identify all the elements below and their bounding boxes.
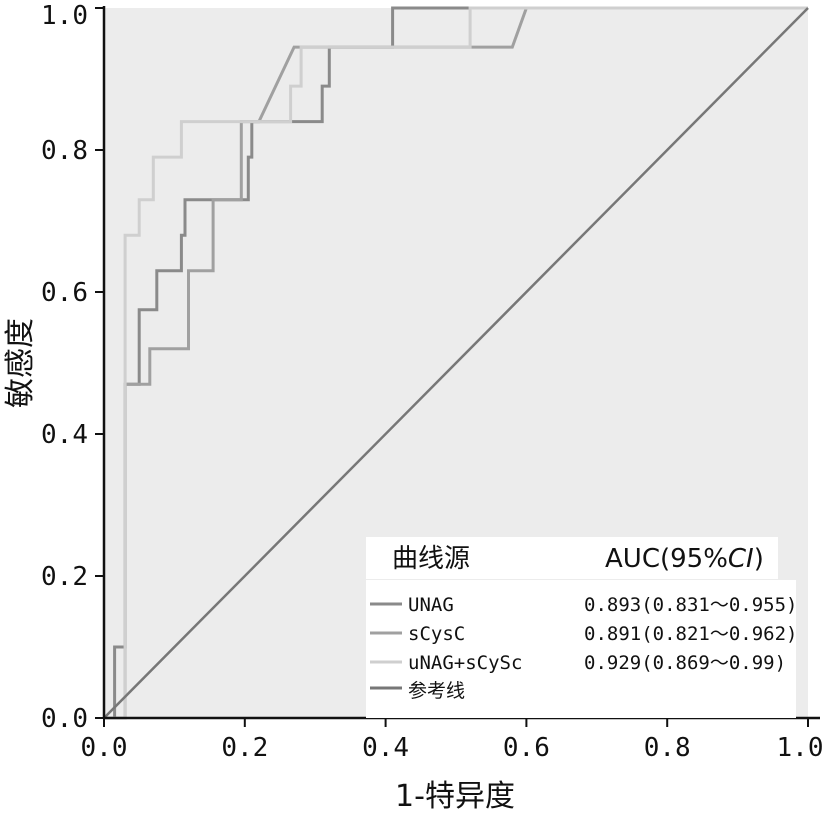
legend-auc-unag: 0.893(0.831～0.955) — [584, 594, 797, 616]
y-tick-label: 0.6 — [41, 278, 88, 308]
x-axis-title: 1-特异度 — [395, 779, 515, 814]
legend-header-auc: AUC(95%CI) — [605, 544, 764, 574]
tick-layer: 0.0 0.2 0.4 0.6 0.8 1.0 0.0 0.2 0.4 0.6 0.8 1.0 — [41, 1, 823, 763]
x-tick-label: 1.0 — [777, 733, 824, 763]
x-tick-label: 0.4 — [362, 733, 409, 763]
legend-label-reference: 参考线 — [408, 680, 465, 702]
legend-header-source: 曲线源 — [392, 544, 470, 574]
legend-header-box — [366, 537, 778, 579]
legend-header-close: ) — [754, 544, 764, 574]
y-axis-title: 敏感度 — [3, 318, 38, 408]
legend-label-scysc: sCysC — [408, 623, 465, 645]
series-line-unag-scysc — [104, 6, 808, 720]
legend: 曲线源 AUC(95%CI) UNAG 0.893(0.831～0.955) s… — [366, 537, 797, 718]
x-tick-label: 0.8 — [644, 733, 691, 763]
y-tick-label: 0.8 — [41, 136, 88, 166]
legend-header-auc-prefix: AUC(95% — [605, 544, 728, 574]
x-tick-label: 0.2 — [221, 733, 268, 763]
series-layer — [103, 6, 809, 720]
y-tick-label: 1.0 — [41, 1, 88, 31]
y-tick-label: 0.4 — [41, 420, 88, 450]
legend-auc-scysc: 0.891(0.821～0.962) — [584, 623, 797, 645]
y-tick-label: 0.2 — [41, 562, 88, 592]
legend-label-unag: UNAG — [408, 594, 454, 616]
legend-header-ci: CI — [728, 544, 754, 574]
x-tick-label: 0.0 — [81, 733, 128, 763]
x-tick-label: 0.6 — [503, 733, 550, 763]
legend-body-box — [366, 580, 796, 718]
legend-label-combined: uNAG+sCySc — [408, 652, 522, 674]
legend-auc-combined: 0.929(0.869～0.99) — [584, 652, 786, 674]
series-line-reference — [103, 7, 809, 719]
y-tick-label: 0.0 — [41, 704, 88, 734]
